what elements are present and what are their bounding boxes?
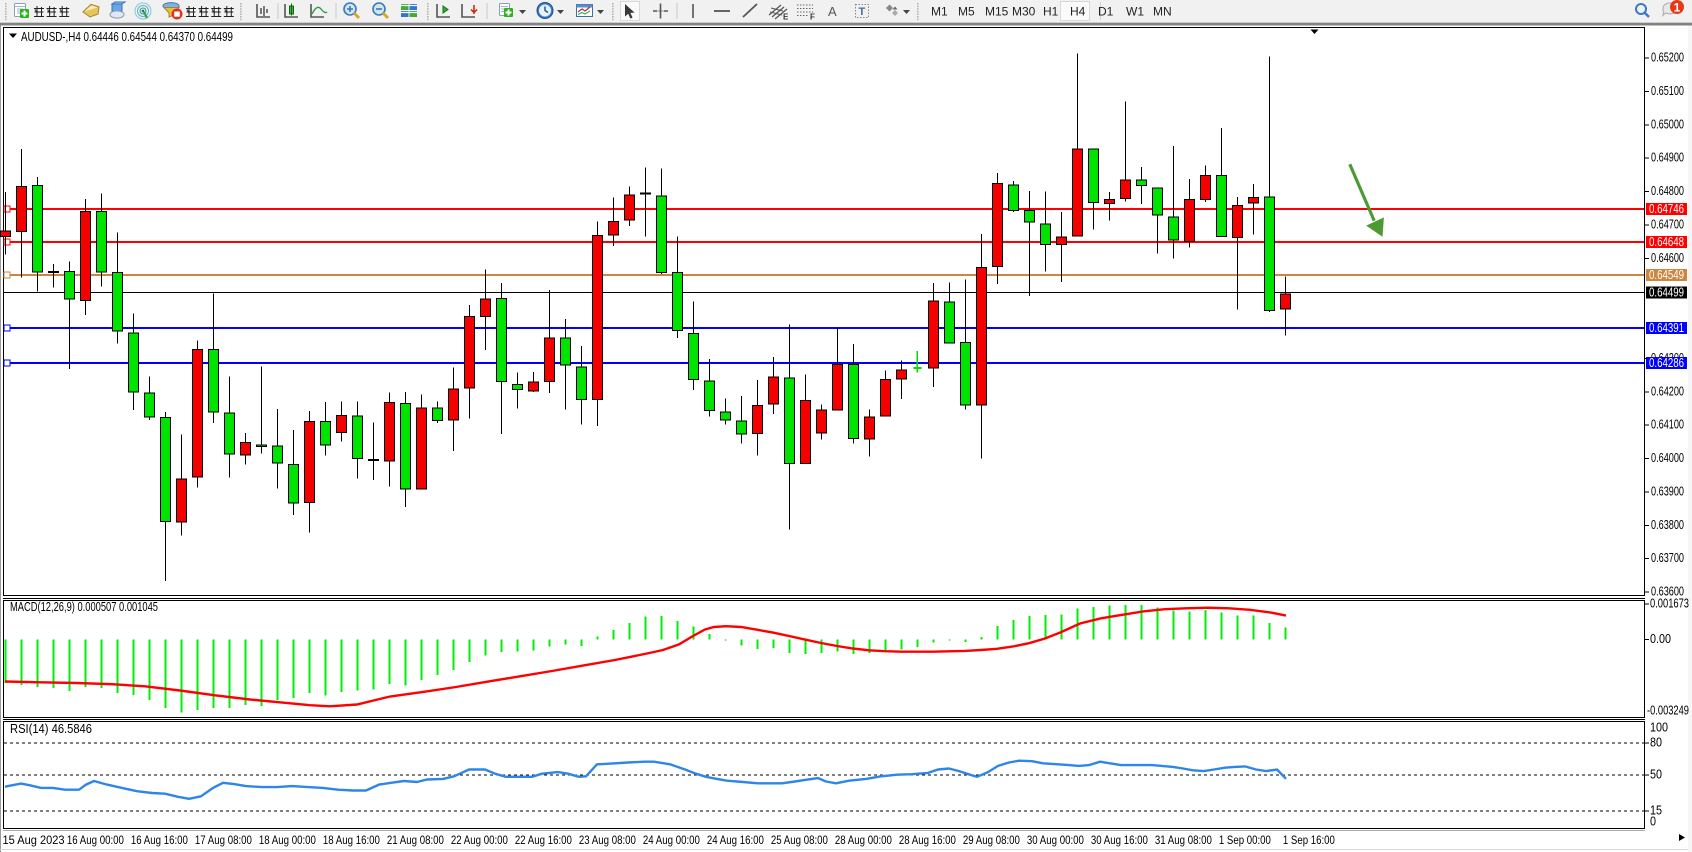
svg-text:0.64200: 0.64200: [1651, 384, 1684, 398]
svg-text:0.64391: 0.64391: [1649, 321, 1684, 335]
svg-text:A: A: [828, 4, 837, 19]
svg-text:M5: M5: [958, 5, 975, 19]
svg-text:29 Aug 08:00: 29 Aug 08:00: [963, 833, 1020, 847]
svg-text:100: 100: [1650, 721, 1668, 735]
svg-text:15: 15: [1650, 803, 1662, 817]
svg-text:1: 1: [1674, 1, 1681, 15]
svg-text:M1: M1: [931, 5, 948, 19]
svg-text:M15: M15: [985, 5, 1009, 19]
svg-text:22 Aug 16:00: 22 Aug 16:00: [515, 833, 572, 847]
svg-text:0.63800: 0.63800: [1651, 518, 1684, 532]
svg-text:23 Aug 08:00: 23 Aug 08:00: [579, 833, 636, 847]
svg-text:-0.003249: -0.003249: [1647, 704, 1689, 718]
svg-text:50: 50: [1650, 768, 1662, 782]
svg-text:22 Aug 00:00: 22 Aug 00:00: [451, 833, 508, 847]
svg-text:F: F: [810, 13, 815, 22]
svg-text:80: 80: [1650, 735, 1662, 749]
svg-text:0.64100: 0.64100: [1651, 418, 1684, 432]
svg-text:0.64900: 0.64900: [1651, 151, 1684, 165]
svg-text:RSI(14) 46.5846: RSI(14) 46.5846: [10, 721, 92, 736]
svg-text:0.64700: 0.64700: [1651, 217, 1684, 231]
svg-text:28 Aug 00:00: 28 Aug 00:00: [835, 833, 892, 847]
svg-text:0.64746: 0.64746: [1649, 202, 1684, 216]
svg-text:24 Aug 16:00: 24 Aug 16:00: [707, 833, 764, 847]
svg-text:30 Aug 00:00: 30 Aug 00:00: [1027, 833, 1084, 847]
svg-text:0.65000: 0.65000: [1651, 117, 1684, 131]
svg-text:0.65200: 0.65200: [1651, 51, 1684, 65]
svg-text:0.001673: 0.001673: [1650, 597, 1689, 611]
svg-text:D1: D1: [1098, 5, 1114, 19]
svg-text:0.64549: 0.64549: [1649, 268, 1684, 282]
svg-text:H1: H1: [1043, 5, 1059, 19]
svg-text:21 Aug 08:00: 21 Aug 08:00: [387, 833, 444, 847]
svg-text:16 Aug 00:00: 16 Aug 00:00: [67, 833, 124, 847]
svg-text:MN: MN: [1153, 5, 1172, 19]
svg-text:18 Aug 16:00: 18 Aug 16:00: [323, 833, 380, 847]
svg-text:0: 0: [1650, 815, 1656, 829]
svg-text:16 Aug 16:00: 16 Aug 16:00: [131, 833, 188, 847]
svg-text:MACD(12,26,9) 0.000507 0.00104: MACD(12,26,9) 0.000507 0.001045: [10, 599, 158, 614]
svg-text:0.63600: 0.63600: [1651, 585, 1684, 599]
svg-text:17 Aug 08:00: 17 Aug 08:00: [195, 833, 252, 847]
svg-text:AUDUSD-,H4 0.64446 0.64544 0.: AUDUSD-,H4 0.64446 0.64544 0.64370 0.644…: [21, 29, 233, 44]
svg-text:H4: H4: [1070, 5, 1086, 19]
svg-text:0.63700: 0.63700: [1651, 551, 1684, 565]
svg-text:1 Sep 00:00: 1 Sep 00:00: [1219, 833, 1271, 847]
svg-text:31 Aug 08:00: 31 Aug 08:00: [1155, 833, 1212, 847]
svg-text:0.64648: 0.64648: [1649, 235, 1684, 249]
svg-text:1 Sep 16:00: 1 Sep 16:00: [1283, 833, 1335, 847]
svg-text:0.65100: 0.65100: [1651, 84, 1684, 98]
svg-text:24 Aug 00:00: 24 Aug 00:00: [643, 833, 700, 847]
svg-text:0.64499: 0.64499: [1649, 285, 1684, 299]
svg-text:18 Aug 00:00: 18 Aug 00:00: [259, 833, 316, 847]
svg-text:0.64000: 0.64000: [1651, 451, 1684, 465]
svg-text:15 Aug 2023: 15 Aug 2023: [3, 833, 65, 847]
svg-text:E: E: [783, 13, 789, 22]
svg-text:M30: M30: [1012, 5, 1036, 19]
svg-text:0.64800: 0.64800: [1651, 184, 1684, 198]
svg-text:0.64600: 0.64600: [1651, 251, 1684, 265]
svg-text:0.63900: 0.63900: [1651, 484, 1684, 498]
svg-text:30 Aug 16:00: 30 Aug 16:00: [1091, 833, 1148, 847]
svg-text:25 Aug 08:00: 25 Aug 08:00: [771, 833, 828, 847]
svg-text:0.64286: 0.64286: [1649, 356, 1684, 370]
svg-text:T: T: [859, 6, 866, 18]
svg-text:28 Aug 16:00: 28 Aug 16:00: [899, 833, 956, 847]
svg-text:W1: W1: [1126, 5, 1144, 19]
svg-text:0.00: 0.00: [1650, 632, 1671, 646]
